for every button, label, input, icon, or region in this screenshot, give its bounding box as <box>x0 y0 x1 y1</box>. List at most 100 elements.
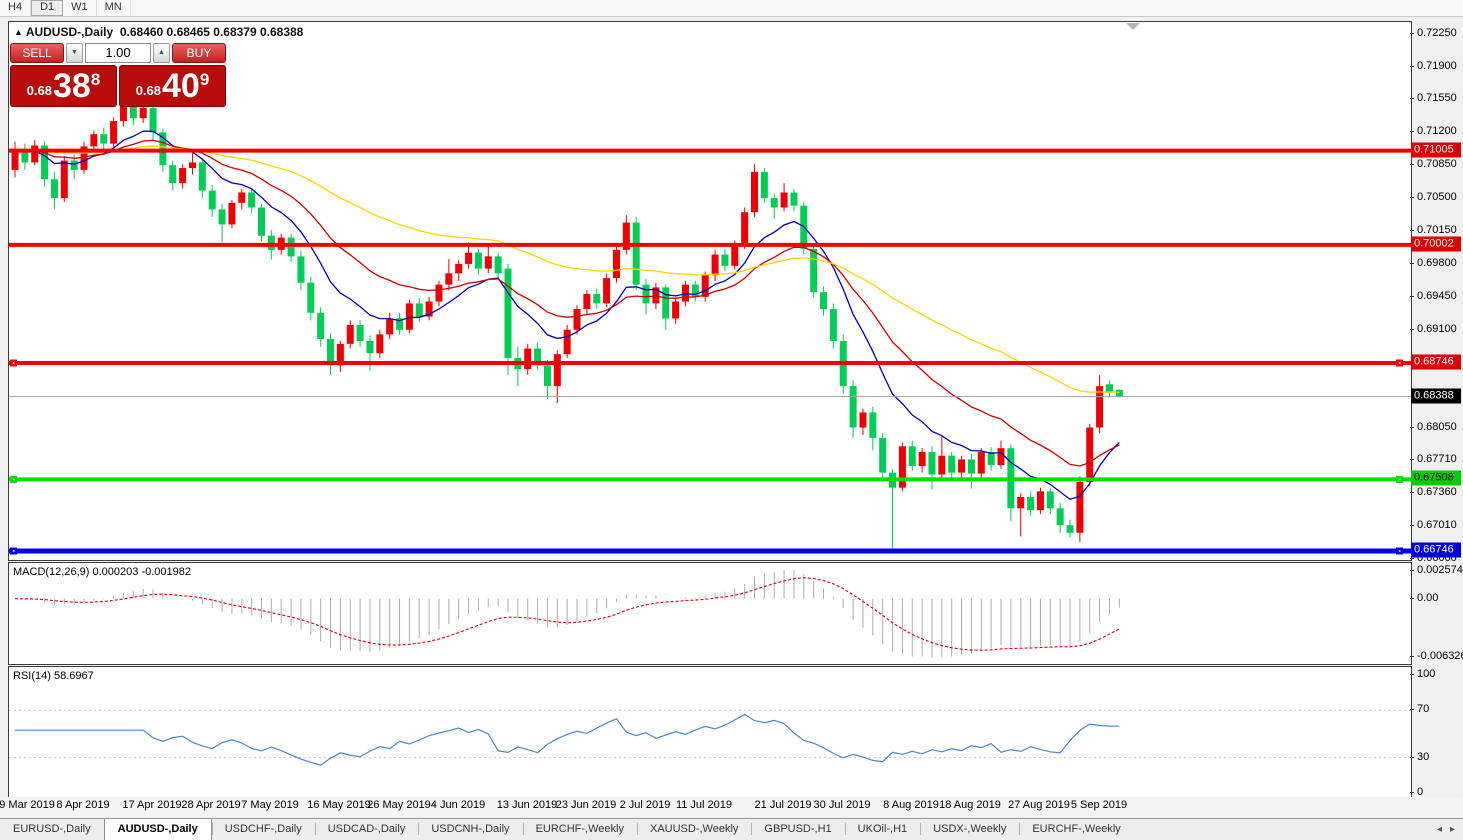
symbol-tab-ukoil-h1[interactable]: UKOil-,H1 <box>844 819 921 840</box>
symbol-tab-eurusd-daily[interactable]: EURUSD-,Daily <box>13 823 91 835</box>
macd-chart[interactable] <box>9 563 1411 664</box>
chart-title: ▲ AUDUSD-,Daily 0.68460 0.68465 0.68379 … <box>14 25 303 39</box>
price-axis-tick <box>1410 98 1414 99</box>
price-axis-label: 0.67360 <box>1417 486 1457 498</box>
price-chart-panel[interactable] <box>8 21 1412 561</box>
buy-price-pip: 9 <box>199 69 210 89</box>
date-axis-label: 29 Mar 2019 <box>0 799 55 811</box>
price-axis-tick <box>1410 459 1414 460</box>
price-axis-label: 0.72250 <box>1417 27 1457 39</box>
rsi-axis-label: 70 <box>1417 703 1430 715</box>
date-axis-label: 23 Jun 2019 <box>555 799 617 811</box>
rsi-axis-tick <box>1410 709 1414 710</box>
macd-indicator-label: MACD(12,26,9) 0.000203 -0.001982 <box>13 566 191 578</box>
volume-decrease-button[interactable]: ▼ <box>66 43 83 63</box>
price-axis-tick <box>1410 66 1414 67</box>
price-tag-0.66746: 0.66746 <box>1411 542 1461 558</box>
date-axis-label: 16 May 2019 <box>307 799 371 811</box>
date-axis-label: 18 Aug 2019 <box>939 799 1001 811</box>
price-axis-label: 0.69450 <box>1417 290 1457 302</box>
macd-name: MACD(12,26,9) <box>13 566 90 578</box>
date-axis-label: 17 Apr 2019 <box>122 799 182 811</box>
price-tag-0.67508: 0.67508 <box>1411 470 1461 486</box>
date-axis-label: 21 Jul 2019 <box>754 799 812 811</box>
price-axis-label: 0.69800 <box>1417 257 1457 269</box>
collapse-arrow-icon[interactable]: ▲ <box>14 27 23 37</box>
price-axis-tick <box>1410 329 1414 330</box>
buy-button[interactable]: BUY <box>172 43 226 63</box>
symbol-tab-usdx-weekly[interactable]: USDX-,Weekly <box>920 819 1019 840</box>
sell-price-box[interactable]: 0.68 38 8 <box>10 65 117 107</box>
tab-scroll-right-icon[interactable]: ▸ <box>1449 824 1455 835</box>
price-axis-label: 0.70850 <box>1417 158 1457 170</box>
rsi-name: RSI(14) <box>13 670 51 682</box>
tab-scroll-left-icon[interactable]: ◂ <box>1436 824 1442 835</box>
price-axis-tick <box>1410 230 1414 231</box>
symbol-tab-usdcnh-daily[interactable]: USDCNH-,Daily <box>418 819 522 840</box>
symbol-tab-audusd-daily[interactable]: AUDUSD-,Daily <box>103 819 212 840</box>
macd-panel[interactable] <box>8 562 1412 665</box>
symbol-tab-eurchf-weekly[interactable]: EURCHF-,Weekly <box>522 819 637 840</box>
volume-input[interactable]: 1.00 <box>85 43 151 63</box>
volume-increase-button[interactable]: ▲ <box>153 43 170 63</box>
timeframe-button-mn[interactable]: MN <box>97 0 131 16</box>
price-axis-label: 0.71900 <box>1417 60 1457 72</box>
sell-price-pip: 8 <box>90 69 101 89</box>
symbol-tab-gbpusd-h1[interactable]: GBPUSD-,H1 <box>751 819 844 840</box>
price-axis-tick <box>1410 525 1414 526</box>
price-tag-0.68746: 0.68746 <box>1411 354 1461 370</box>
rsi-panel[interactable] <box>8 666 1412 798</box>
current-price-tag: 0.68388 <box>1411 388 1461 404</box>
date-axis-label: 27 Aug 2019 <box>1008 799 1070 811</box>
macd-axis-label: 0.00 <box>1417 592 1439 604</box>
price-axis-tick <box>1410 131 1414 132</box>
date-axis-label: 2 Jul 2019 <box>619 799 671 811</box>
symbol-tab-bar: EURUSD-,Daily AUDUSD-,Daily USDCHF-,Daily U… <box>0 818 1463 840</box>
tab-scroll-arrows: ◂ ▸ <box>1437 819 1463 840</box>
price-axis-tick <box>1410 296 1414 297</box>
timeframe-button-h4[interactable]: H4 <box>0 0 32 16</box>
rsi-axis-label: 0 <box>1417 786 1424 798</box>
rsi-axis-tick <box>1410 757 1414 758</box>
symbol-tab-usdcad-daily[interactable]: USDCAD-,Daily <box>314 819 419 840</box>
price-axis-tick <box>1410 33 1414 34</box>
rsi-axis-tick <box>1410 792 1414 793</box>
date-axis-label: 26 May 2019 <box>367 799 431 811</box>
timeframe-button-w1[interactable]: W1 <box>63 0 97 16</box>
buy-price-prefix: 0.68 <box>135 83 161 98</box>
symbol-tab-xauusd-weekly[interactable]: XAUUSD-,Weekly <box>636 819 751 840</box>
chart-ohlc-values: 0.68460 0.68465 0.68379 0.68388 <box>119 25 304 39</box>
rsi-chart[interactable] <box>9 667 1411 797</box>
chart-symbol-period: AUDUSD-,Daily <box>25 25 114 39</box>
chart-shift-marker-icon <box>1126 23 1140 30</box>
macd-axis-label: 0.002574 <box>1417 564 1463 576</box>
price-axis-label: 0.69100 <box>1417 323 1457 335</box>
candlestick-chart[interactable] <box>9 22 1411 560</box>
price-axis-label: 0.67710 <box>1417 453 1457 465</box>
symbol-tab-usdchf-daily[interactable]: USDCHF-,Daily <box>211 819 315 840</box>
timeframe-button-d1[interactable]: D1 <box>31 0 64 16</box>
macd-axis-tick <box>1410 598 1414 599</box>
macd-axis-label: -0.006326 <box>1417 650 1463 662</box>
rsi-indicator-label: RSI(14) 58.6967 <box>13 670 94 682</box>
date-axis-label: 8 Aug 2019 <box>883 799 939 811</box>
price-axis-label: 0.71200 <box>1417 125 1457 137</box>
date-axis-label: 11 Jul 2019 <box>675 799 733 811</box>
sell-button[interactable]: SELL <box>10 43 64 63</box>
buy-price-box[interactable]: 0.68 40 9 <box>119 65 226 107</box>
price-axis-label: 0.71550 <box>1417 92 1457 104</box>
price-axis-tick <box>1410 427 1414 428</box>
price-tag-0.70002: 0.70002 <box>1411 236 1461 252</box>
price-axis-label: 0.67010 <box>1417 519 1457 531</box>
symbol-tab-eurchf-weekly[interactable]: EURCHF-,Weekly <box>1019 819 1133 840</box>
date-axis-label: 28 Apr 2019 <box>181 799 241 811</box>
date-axis-label: 8 Apr 2019 <box>56 799 110 811</box>
macd-axis-tick <box>1410 656 1414 657</box>
price-axis-tick <box>1410 263 1414 264</box>
rsi-axis-label: 100 <box>1417 668 1436 680</box>
sell-price-big: 38 <box>53 67 91 105</box>
timeframe-toolbar: H4 D1 W1 MN <box>0 0 1463 17</box>
rsi-axis-label: 30 <box>1417 751 1430 763</box>
price-tag-0.71005: 0.71005 <box>1411 142 1461 158</box>
date-axis-label: 30 Jul 2019 <box>813 799 871 811</box>
